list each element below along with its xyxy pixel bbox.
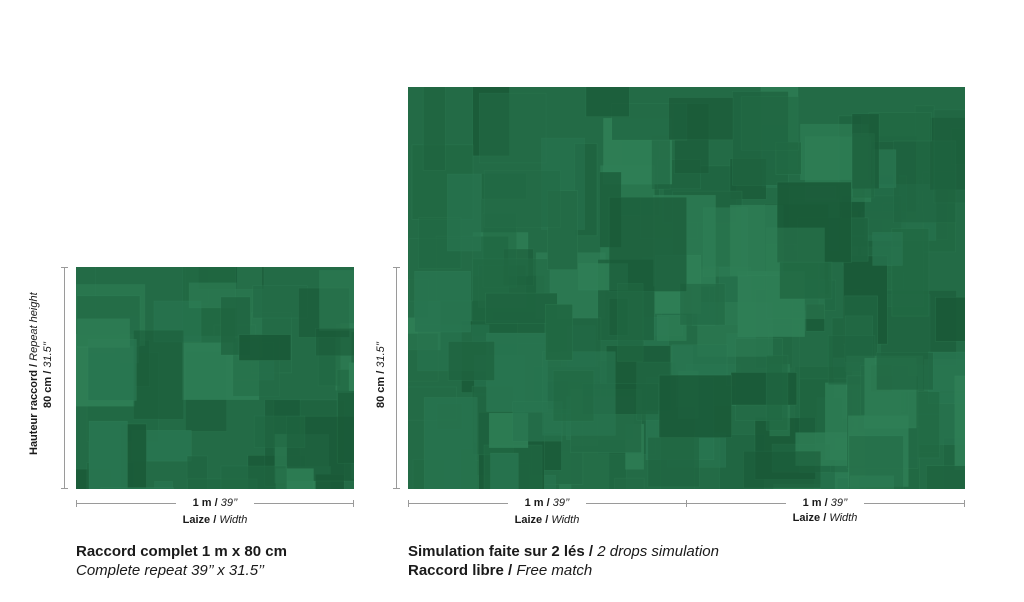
height-dimension-tick-bottom bbox=[393, 488, 400, 489]
green-tile-pattern bbox=[408, 87, 965, 489]
complete-repeat-caption-en: Complete repeat 39’’ x 31.5’’ bbox=[76, 562, 265, 579]
height-dimension-tick-top bbox=[393, 267, 400, 268]
complete-repeat-caption: Raccord complet 1 m x 80 cm bbox=[76, 542, 287, 561]
drops-dimension-tick-right bbox=[964, 500, 965, 507]
width-dimension-tick-right bbox=[353, 500, 354, 507]
width-dimension-tick-left bbox=[76, 500, 77, 507]
repeat-height-label: Hauteur raccord / Repeat height bbox=[28, 292, 40, 455]
simulation-caption: Simulation faite sur 2 lés / 2 drops sim… bbox=[408, 543, 719, 560]
repeat-swatch bbox=[76, 267, 354, 489]
width-label: Laize / Width bbox=[182, 514, 248, 526]
drops-dimension-tick-middle bbox=[686, 500, 687, 507]
drop1-width-label: Laize / Width bbox=[514, 514, 580, 526]
height-dimension-tick-top bbox=[61, 267, 68, 268]
drops-dimension-tick-left bbox=[408, 500, 409, 507]
height-dimension-tick-bottom bbox=[61, 488, 68, 489]
height-dimension-line bbox=[396, 267, 397, 489]
width-value: 1 m / 39’’ bbox=[176, 497, 254, 510]
simulation-swatch bbox=[408, 87, 965, 489]
height-dimension-line bbox=[64, 267, 65, 489]
drop1-width-value: 1 m / 39’’ bbox=[508, 497, 586, 510]
simulation-height-value: 80 cm / 31.5’’ bbox=[375, 341, 387, 408]
free-match-caption: Raccord libre / Free match bbox=[408, 562, 593, 579]
caption-title: Raccord complet 1 m x 80 cm bbox=[76, 543, 287, 560]
drop2-width-value: 1 m / 39’’ bbox=[786, 497, 864, 510]
repeat-height-value: 80 cm / 31.5’’ bbox=[42, 341, 54, 408]
green-tile-pattern bbox=[76, 267, 354, 489]
drop2-width-label: Laize / Width bbox=[792, 512, 858, 524]
